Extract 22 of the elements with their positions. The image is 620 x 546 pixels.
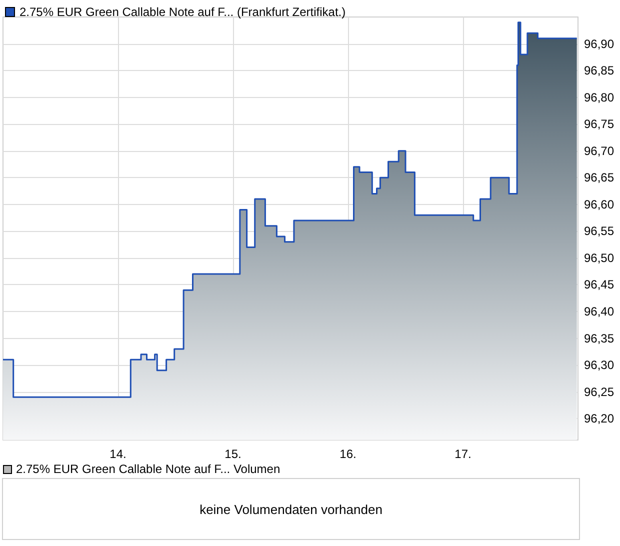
y-tick-label: 96,85 (584, 64, 614, 78)
y-tick-label: 96,40 (584, 304, 614, 318)
text: keine Volumendaten vorhanden (200, 502, 382, 516)
y-tick-label: 96,50 (584, 250, 614, 265)
y-tick-label: 96,25 (584, 384, 614, 399)
y-tick-label: 96,45 (584, 278, 614, 292)
y-tick-label: 96,75 (584, 117, 614, 132)
y-tick-label: 96,70 (584, 144, 614, 158)
x-tick-label: 14. (110, 447, 126, 461)
y-tick-label: 96,20 (584, 412, 614, 426)
y-tick-label: 96,90 (584, 36, 614, 51)
x-tick-label: 17. (454, 447, 472, 461)
x-tick-label: 16. (340, 447, 356, 461)
y-tick-label: 96,65 (584, 170, 614, 185)
legend-label: 2.75% EUR Green Callable Note auf F... (Frankfurt Zertifikat.) (20, 5, 346, 19)
x-tick-label: 15. (224, 447, 242, 461)
y-tick-label: 96,80 (584, 90, 614, 104)
y-tick-label: 96,55 (584, 224, 614, 238)
y-tick-label: 96,30 (584, 358, 614, 372)
y-tick-label: 96,60 (584, 197, 614, 212)
text: 2.75% EUR Green Callable Note auf F... Volumen (16, 462, 280, 476)
y-tick-label: 96,35 (584, 331, 614, 346)
